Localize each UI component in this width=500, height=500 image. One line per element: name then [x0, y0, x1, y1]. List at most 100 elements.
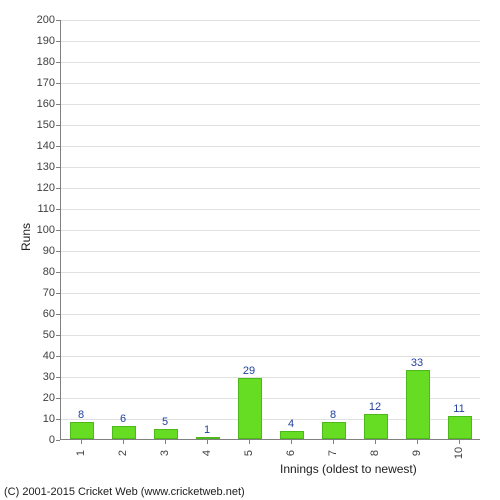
x-tick-mark: [249, 440, 250, 444]
y-axis-title: Runs: [19, 223, 33, 251]
grid-line: [61, 188, 480, 189]
y-tick-label: 110: [37, 203, 55, 215]
x-tick-label: 3: [159, 450, 171, 456]
grid-line: [61, 209, 480, 210]
y-tick-label: 50: [43, 329, 55, 341]
x-tick-mark: [459, 440, 460, 444]
bar-value-label: 11: [453, 403, 464, 415]
y-tick-mark: [56, 41, 60, 42]
y-tick-mark: [56, 272, 60, 273]
grid-line: [61, 251, 480, 252]
grid-line: [61, 104, 480, 105]
y-tick-label: 190: [37, 35, 55, 47]
y-tick-mark: [56, 104, 60, 105]
grid-line: [61, 125, 480, 126]
y-tick-mark: [56, 83, 60, 84]
x-tick-mark: [123, 440, 124, 444]
x-tick-label: 10: [453, 447, 465, 459]
y-tick-mark: [56, 146, 60, 147]
grid-line: [61, 314, 480, 315]
x-tick-mark: [375, 440, 376, 444]
bar: [322, 422, 345, 439]
y-tick-label: 60: [43, 308, 55, 320]
y-tick-mark: [56, 230, 60, 231]
bar: [406, 370, 429, 439]
x-axis-title: Innings (oldest to newest): [280, 462, 417, 476]
y-tick-mark: [56, 356, 60, 357]
y-tick-mark: [56, 62, 60, 63]
x-tick-mark: [207, 440, 208, 444]
y-tick-mark: [56, 251, 60, 252]
x-tick-mark: [81, 440, 82, 444]
x-tick-mark: [417, 440, 418, 444]
y-tick-label: 140: [37, 140, 55, 152]
bar-value-label: 4: [288, 418, 294, 430]
y-tick-label: 120: [37, 182, 55, 194]
grid-line: [61, 230, 480, 231]
y-tick-label: 200: [37, 14, 55, 26]
bar: [364, 414, 387, 439]
bar-value-label: 6: [120, 413, 126, 425]
y-tick-mark: [56, 335, 60, 336]
y-tick-label: 130: [37, 161, 55, 173]
grid-line: [61, 41, 480, 42]
y-tick-mark: [56, 314, 60, 315]
x-tick-mark: [291, 440, 292, 444]
y-tick-mark: [56, 377, 60, 378]
grid-line: [61, 146, 480, 147]
y-tick-label: 150: [37, 119, 55, 131]
bar-value-label: 1: [204, 424, 210, 436]
grid-line: [61, 83, 480, 84]
grid-line: [61, 272, 480, 273]
x-tick-label: 2: [117, 450, 129, 456]
x-tick-label: 1: [75, 450, 87, 456]
x-tick-label: 8: [369, 450, 381, 456]
grid-line: [61, 335, 480, 336]
y-tick-label: 20: [43, 392, 55, 404]
chart-plot-area: [60, 20, 480, 440]
bar-value-label: 29: [243, 365, 255, 377]
grid-line: [61, 293, 480, 294]
bar-value-label: 33: [411, 357, 423, 369]
y-tick-mark: [56, 398, 60, 399]
y-tick-mark: [56, 293, 60, 294]
x-tick-label: 6: [285, 450, 297, 456]
grid-line: [61, 20, 480, 21]
bar-value-label: 8: [330, 409, 336, 421]
y-tick-label: 40: [43, 350, 55, 362]
y-tick-mark: [56, 419, 60, 420]
y-tick-mark: [56, 209, 60, 210]
bar: [112, 426, 135, 439]
y-tick-label: 70: [43, 287, 55, 299]
y-tick-label: 0: [49, 434, 55, 446]
y-tick-mark: [56, 188, 60, 189]
x-tick-mark: [333, 440, 334, 444]
bar: [196, 437, 219, 439]
y-tick-label: 170: [37, 77, 55, 89]
x-tick-label: 9: [411, 450, 423, 456]
y-tick-label: 90: [43, 245, 55, 257]
x-tick-mark: [165, 440, 166, 444]
bar: [238, 378, 261, 439]
x-tick-label: 5: [243, 450, 255, 456]
y-tick-mark: [56, 20, 60, 21]
bar: [70, 422, 93, 439]
bar: [448, 416, 471, 439]
bar-value-label: 8: [78, 409, 84, 421]
y-tick-mark: [56, 125, 60, 126]
bar: [154, 429, 177, 440]
bar-value-label: 12: [369, 401, 381, 413]
y-tick-label: 100: [37, 224, 55, 236]
bar: [280, 431, 303, 439]
y-tick-mark: [56, 440, 60, 441]
grid-line: [61, 62, 480, 63]
y-tick-label: 180: [37, 56, 55, 68]
x-tick-label: 7: [327, 450, 339, 456]
y-tick-label: 30: [43, 371, 55, 383]
y-tick-label: 160: [37, 98, 55, 110]
y-tick-label: 80: [43, 266, 55, 278]
copyright-footer: (C) 2001-2015 Cricket Web (www.cricketwe…: [4, 486, 245, 498]
y-tick-label: 10: [43, 413, 55, 425]
y-tick-mark: [56, 167, 60, 168]
x-tick-label: 4: [201, 450, 213, 456]
